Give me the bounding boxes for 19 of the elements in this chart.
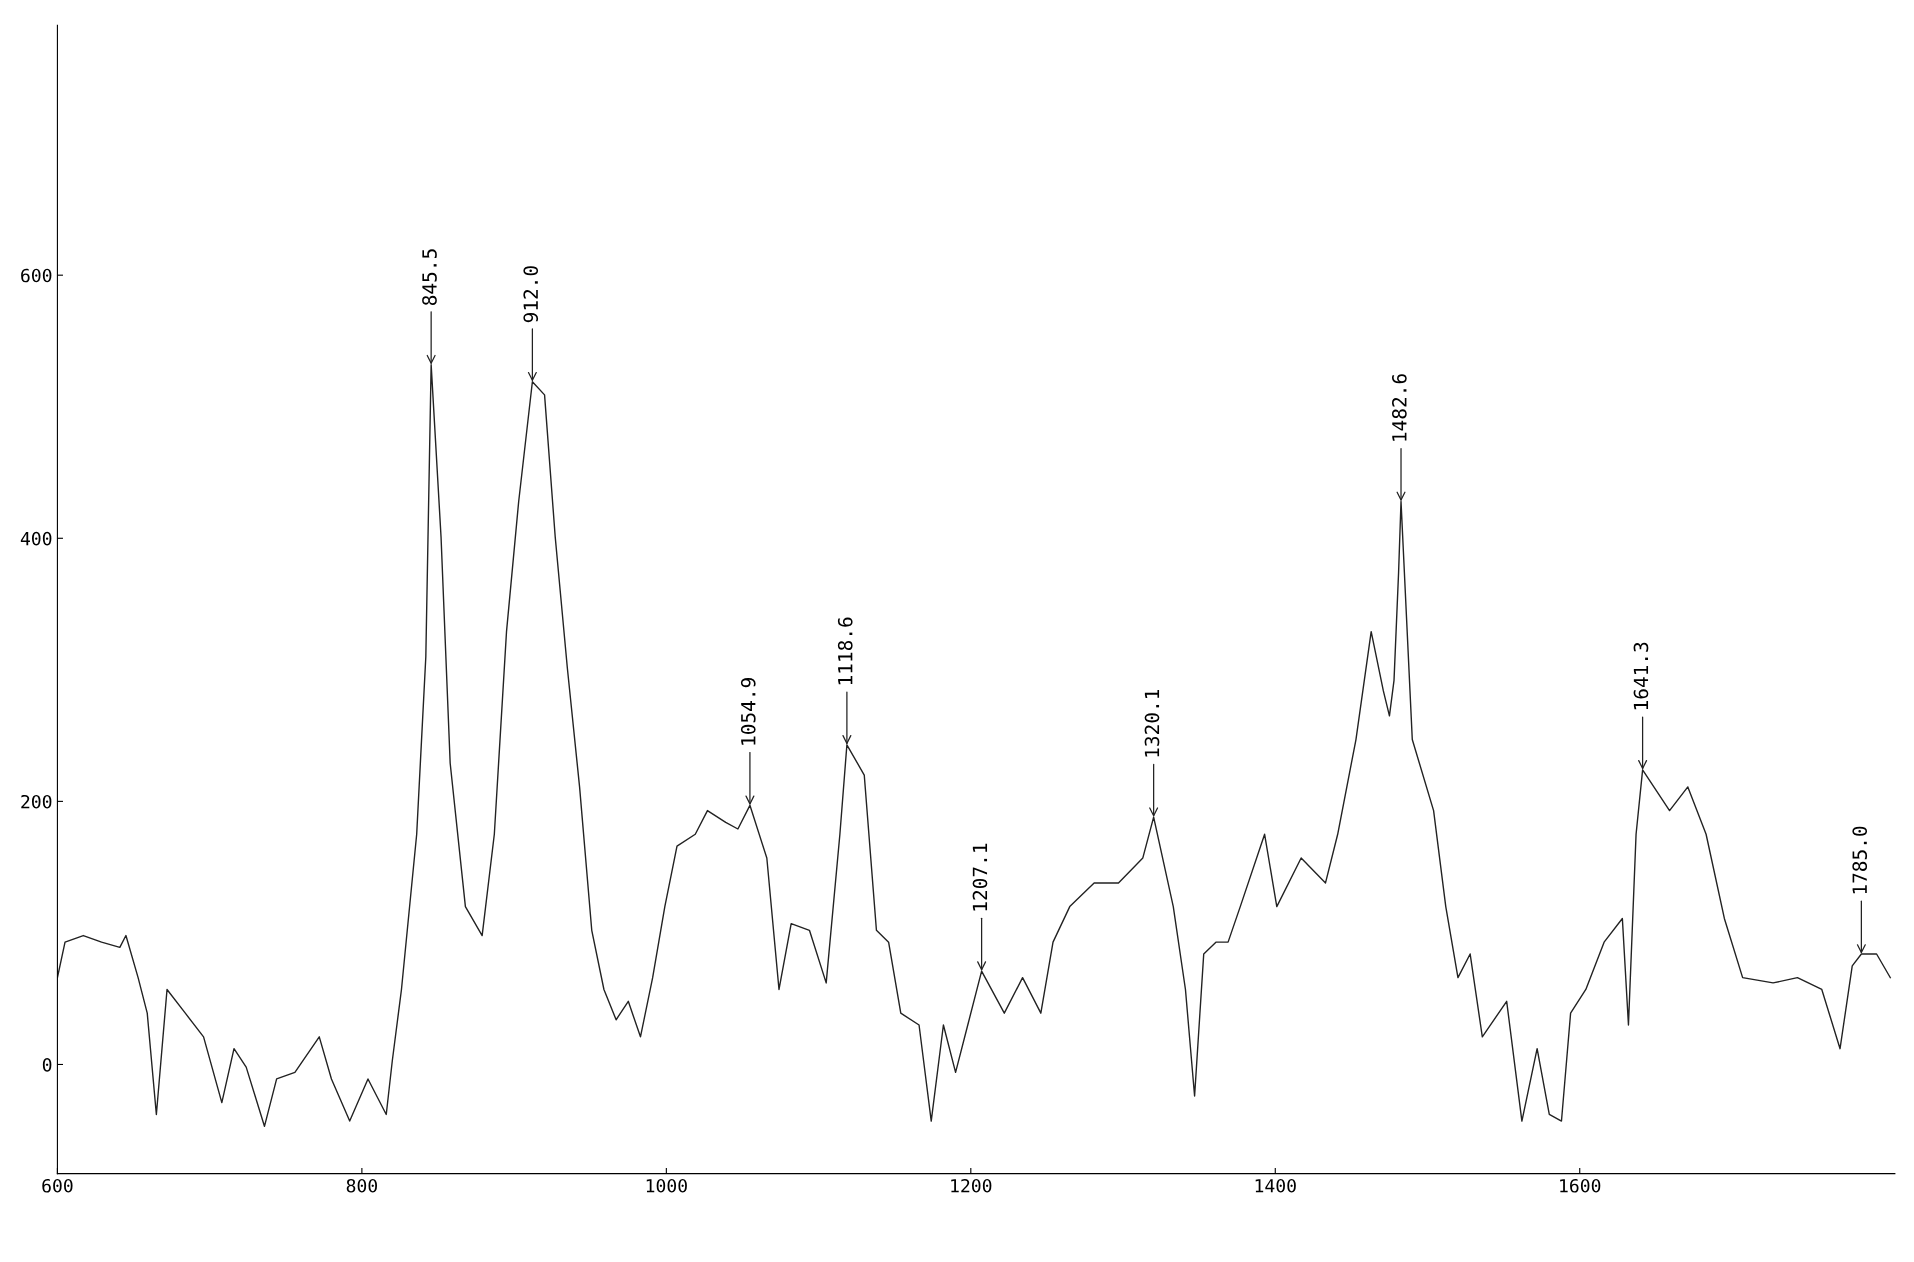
x-tick-label: 1400 bbox=[1255, 1178, 1296, 1193]
y-tick-label: 600 bbox=[21, 268, 52, 283]
x-tick-label: 1200 bbox=[951, 1178, 992, 1193]
x-tick-label: 1600 bbox=[1560, 1178, 1601, 1193]
annotation: 1320.1 bbox=[1144, 689, 1160, 757]
x-tick-label: 800 bbox=[346, 1178, 378, 1193]
x-tick-label: 1000 bbox=[646, 1178, 687, 1193]
annotation: 1207.1 bbox=[972, 843, 988, 911]
y-tick-label: 400 bbox=[20, 531, 52, 546]
annotation: 1641.3 bbox=[1633, 642, 1649, 710]
x-tick-label: 600 bbox=[42, 1178, 73, 1193]
annotation: 845.5 bbox=[422, 249, 437, 306]
annotation: 1118.6 bbox=[837, 617, 853, 685]
y-tick-label: 0 bbox=[42, 1057, 52, 1072]
y-tick-label: 200 bbox=[21, 794, 52, 809]
annotation: 1785.0 bbox=[1852, 826, 1868, 894]
annotation: 912.0 bbox=[523, 266, 539, 323]
annotation: 1482.6 bbox=[1392, 374, 1407, 441]
annotation: 1054.9 bbox=[740, 678, 756, 745]
